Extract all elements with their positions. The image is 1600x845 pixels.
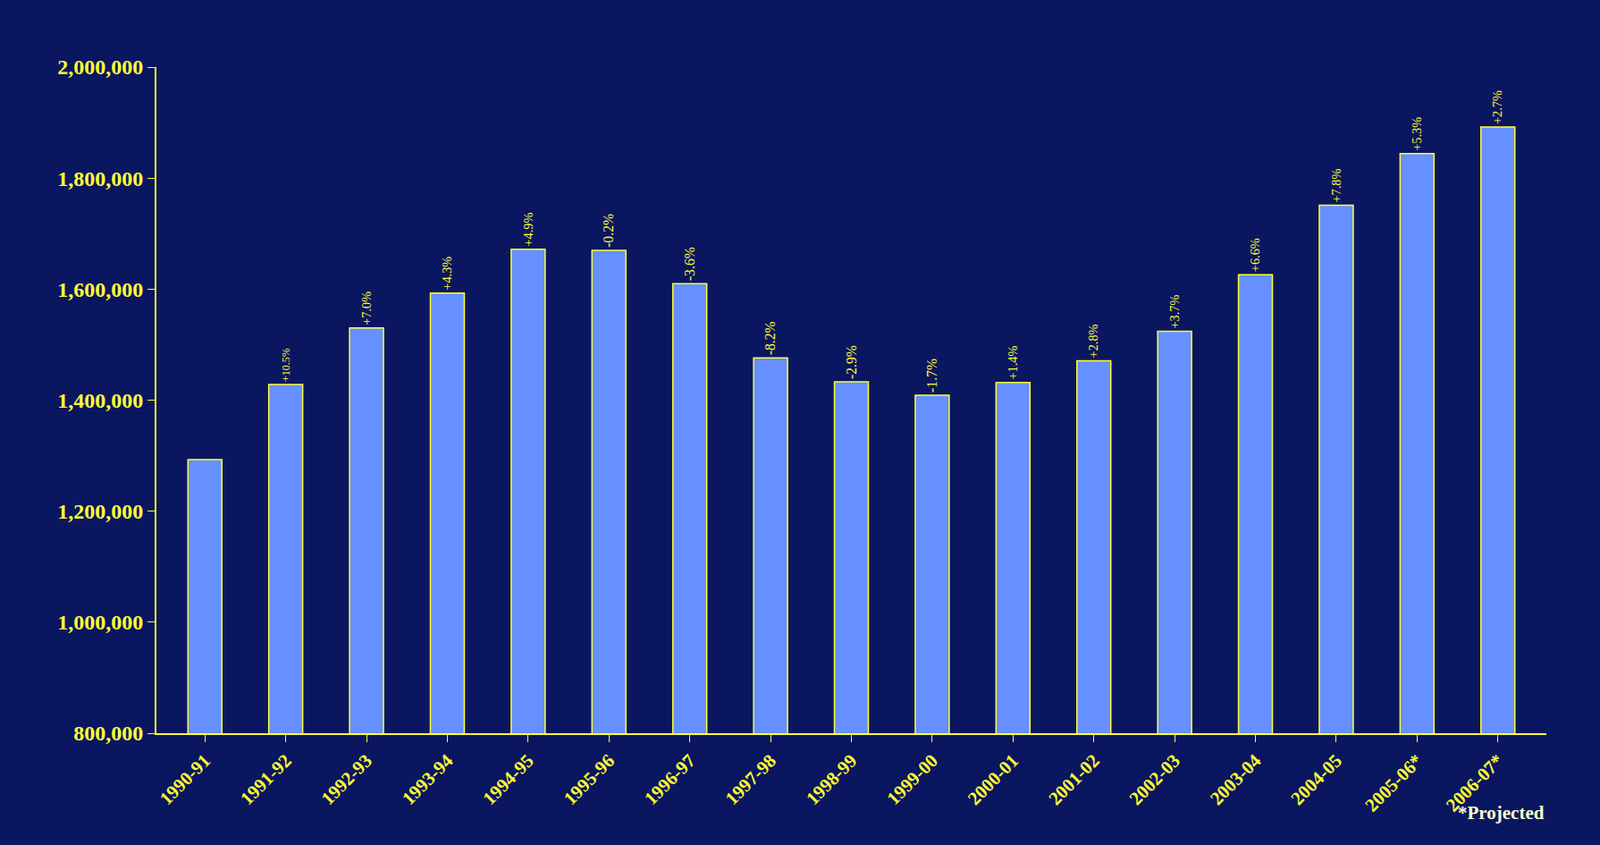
svg-text:1997-98: 1997-98	[721, 749, 781, 809]
svg-text:+5.3%: +5.3%	[1409, 117, 1424, 152]
svg-text:1991-92: 1991-92	[235, 749, 295, 809]
svg-text:2,000,000: 2,000,000	[57, 55, 144, 79]
svg-text:1,800,000: 1,800,000	[57, 167, 144, 191]
svg-text:2006-07*: 2006-07*	[1441, 749, 1508, 817]
svg-text:+6.6%: +6.6%	[1247, 237, 1263, 272]
svg-text:+7.8%: +7.8%	[1329, 168, 1344, 203]
svg-text:+4.9%: +4.9%	[521, 212, 536, 247]
svg-text:1,200,000: 1,200,000	[57, 499, 144, 523]
svg-text:1993-94: 1993-94	[397, 749, 458, 809]
svg-text:+2.8%: +2.8%	[1086, 323, 1101, 358]
svg-text:-8.2%: -8.2%	[762, 320, 778, 355]
svg-text:2003-04: 2003-04	[1205, 749, 1266, 809]
svg-text:2000-01: 2000-01	[963, 749, 1023, 809]
svg-text:+4.3%: +4.3%	[439, 256, 455, 291]
svg-text:*Projected: *Projected	[1457, 801, 1545, 824]
svg-text:+7.0%: +7.0%	[359, 291, 374, 326]
svg-text:-2.9%: -2.9%	[843, 345, 859, 379]
svg-text:-0.2%: -0.2%	[600, 213, 616, 248]
svg-text:2005-06*: 2005-06*	[1360, 749, 1427, 817]
svg-text:2002-03: 2002-03	[1125, 749, 1185, 809]
svg-text:1,600,000: 1,600,000	[57, 277, 144, 302]
svg-text:-1.7%: -1.7%	[924, 358, 940, 393]
svg-text:1999-00: 1999-00	[882, 749, 942, 809]
svg-text:+10.5%: +10.5%	[279, 347, 293, 382]
svg-text:1995-96: 1995-96	[559, 749, 619, 809]
svg-text:2001-02: 2001-02	[1044, 749, 1104, 809]
svg-text:+1.4%: +1.4%	[1005, 345, 1020, 380]
svg-text:1996-97: 1996-97	[640, 749, 699, 809]
svg-text:1990-91: 1990-91	[155, 749, 215, 809]
svg-text:1994-95: 1994-95	[478, 749, 538, 809]
svg-text:-3.6%: -3.6%	[682, 246, 698, 281]
svg-text:800,000: 800,000	[73, 721, 144, 745]
svg-text:1992-93: 1992-93	[317, 749, 377, 809]
svg-text:+2.7%: +2.7%	[1490, 90, 1505, 125]
svg-text:1,000,000: 1,000,000	[57, 610, 144, 634]
svg-text:1,400,000: 1,400,000	[57, 388, 144, 413]
svg-text:1998-99: 1998-99	[801, 749, 861, 809]
svg-text:+3.7%: +3.7%	[1167, 294, 1182, 329]
svg-text:2004-05: 2004-05	[1286, 749, 1346, 809]
